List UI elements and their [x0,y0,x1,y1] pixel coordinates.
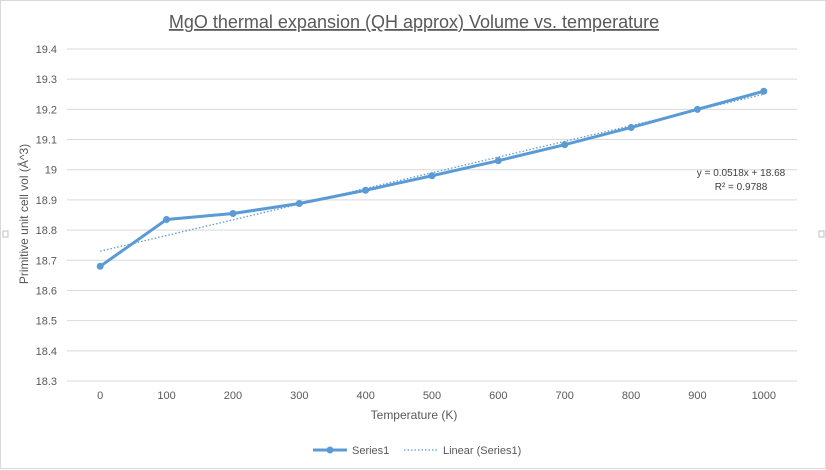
x-tick-label: 800 [622,390,640,402]
data-point[interactable] [627,123,635,131]
data-point[interactable] [229,209,237,217]
data-point[interactable] [693,105,701,113]
series-layer [96,87,768,270]
y-tick-label: 19 [45,165,57,177]
x-tick-label: 0 [97,390,103,402]
trendline-equation: y = 0.0518x + 18.68 [697,168,786,179]
x-tick-label: 100 [157,390,175,402]
data-point[interactable] [428,172,436,180]
x-axis-ticks: 0 100 200 300 400 500 600 700 800 900 1000 [97,390,776,402]
data-point[interactable] [362,186,370,194]
data-point[interactable] [760,87,768,95]
x-tick-label: 500 [423,390,441,402]
chart-title: MgO thermal expansion (QH approx) Volume… [169,12,659,32]
gridlines [67,48,797,382]
y-tick-label: 19.1 [36,135,57,147]
data-point[interactable] [163,216,171,224]
y-tick-label: 18.7 [36,255,57,267]
y-axis-ticks: 18.3 18.4 18.5 18.6 18.7 18.8 18.9 19 19.1 19.2 19… [36,44,57,388]
x-tick-label: 600 [489,390,507,402]
y-tick-label: 18.3 [36,376,57,388]
y-tick-label: 18.5 [36,316,57,328]
x-tick-label: 900 [688,390,706,402]
legend: Series1 Linear (Series1) [313,445,521,457]
y-tick-label: 19.2 [36,104,57,116]
y-tick-label: 18.6 [36,285,57,297]
x-tick-label: 300 [290,390,308,402]
y-tick-label: 18.8 [36,225,57,237]
trendline-r-squared: R² = 0.9788 [715,182,768,193]
x-tick-label: 400 [356,390,374,402]
x-axis-label: Temperature (K) [371,408,458,422]
legend-trendline-label: Linear (Series1) [443,445,521,457]
data-point[interactable] [96,262,104,270]
resize-handle-left[interactable] [2,230,9,238]
data-point[interactable] [494,157,502,165]
legend-series-label: Series1 [352,445,389,457]
y-tick-label: 19.4 [36,44,57,56]
y-axis-label: Primitive unit cell vol (Å^3) [16,144,31,284]
x-tick-label: 700 [556,390,574,402]
legend-series-marker [326,446,334,454]
x-tick-label: 200 [224,390,242,402]
x-tick-label: 1000 [752,390,776,402]
y-tick-label: 18.9 [36,195,57,207]
resize-handle-right[interactable] [818,230,825,238]
y-tick-label: 19.3 [36,74,57,86]
data-point[interactable] [295,200,303,208]
y-tick-label: 18.4 [36,346,57,358]
data-point[interactable] [561,141,569,149]
